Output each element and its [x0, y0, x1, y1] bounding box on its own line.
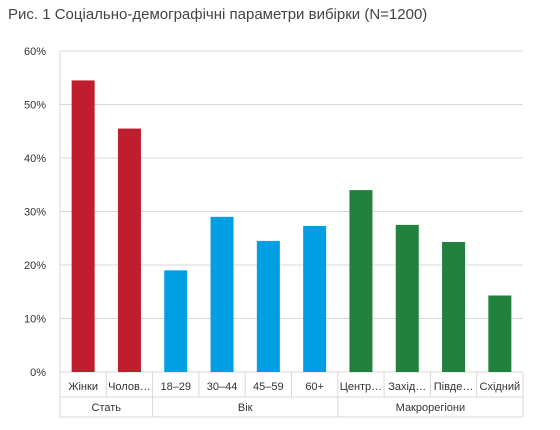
x-category-label: Захід…: [388, 381, 426, 393]
x-category-label: 45–59: [253, 381, 284, 393]
x-category-label: Чолов…: [108, 381, 151, 393]
y-tick-label: 40%: [24, 153, 46, 165]
x-category-label: Півде…: [434, 381, 474, 393]
x-category-label: Східний: [480, 381, 521, 393]
bar: [303, 225, 327, 372]
y-tick-label: 20%: [24, 260, 46, 272]
x-category-label: 30–44: [207, 381, 238, 393]
x-category-label: 18–29: [160, 381, 191, 393]
bar: [256, 240, 280, 372]
x-category-label: Центр…: [340, 381, 383, 393]
x-category-label: Жінки: [68, 381, 98, 393]
y-tick-label: 30%: [24, 207, 46, 219]
bar: [71, 80, 95, 373]
y-tick-label: 0%: [30, 367, 46, 379]
chart-title: Рис. 1 Соціально-демографічні параметри …: [8, 6, 428, 23]
x-group-label: Стать: [92, 402, 122, 414]
bar: [210, 216, 234, 372]
x-group-label: Макрорегіони: [396, 402, 465, 414]
bar: [488, 295, 512, 372]
y-tick-label: 50%: [24, 100, 46, 112]
x-group-label: Вік: [238, 402, 253, 414]
bar: [349, 190, 373, 372]
bar: [164, 270, 188, 372]
y-tick-label: 60%: [24, 46, 46, 58]
bar: [395, 224, 419, 372]
bar: [117, 128, 141, 372]
bar: [442, 241, 466, 372]
x-category-label: 60+: [305, 381, 324, 393]
y-tick-label: 10%: [24, 314, 46, 326]
